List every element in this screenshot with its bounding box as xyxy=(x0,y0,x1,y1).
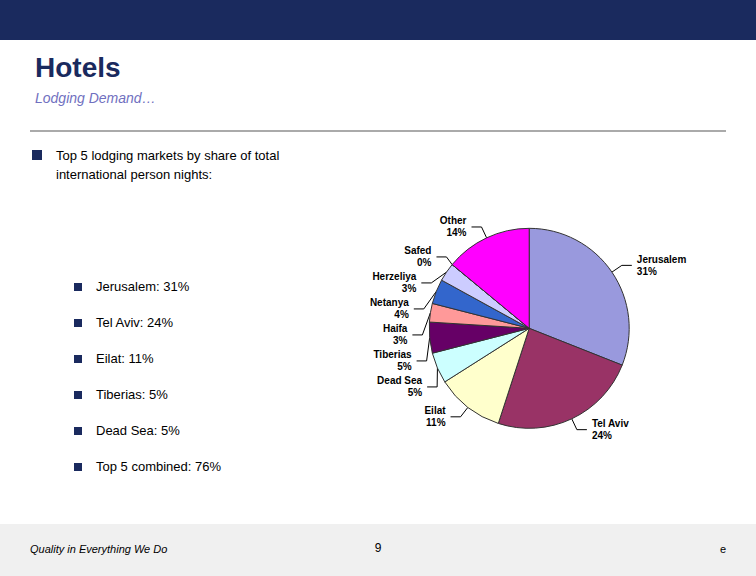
svg-text:Haifa: Haifa xyxy=(383,323,408,334)
svg-text:Tiberias: Tiberias xyxy=(373,349,412,360)
svg-text:Other: Other xyxy=(440,215,467,226)
svg-text:Herzeliya: Herzeliya xyxy=(372,271,416,282)
svg-text:Top 5 combined: 76%: Top 5 combined: 76% xyxy=(96,459,221,474)
svg-text:11%: 11% xyxy=(426,417,446,428)
svg-text:Tel Aviv: 24%: Tel Aviv: 24% xyxy=(96,315,174,330)
svg-text:Tiberias: 5%: Tiberias: 5% xyxy=(96,387,168,402)
svg-text:3%: 3% xyxy=(402,283,417,294)
svg-text:Lodging Demand…: Lodging Demand… xyxy=(35,90,156,106)
svg-text:Jerusalem: 31%: Jerusalem: 31% xyxy=(96,279,190,294)
svg-text:Safed: Safed xyxy=(404,245,431,256)
svg-text:Hotels: Hotels xyxy=(35,52,121,83)
svg-text:5%: 5% xyxy=(397,361,412,372)
svg-text:3%: 3% xyxy=(393,335,408,346)
svg-text:Netanya: Netanya xyxy=(370,297,409,308)
svg-text:Jerusalem: Jerusalem xyxy=(637,254,687,265)
svg-text:Top 5 lodging markets by share: Top 5 lodging markets by share of total xyxy=(56,148,283,163)
svg-text:Tel Aviv: Tel Aviv xyxy=(592,418,629,429)
svg-text:31%: 31% xyxy=(637,266,657,277)
svg-text:4%: 4% xyxy=(394,309,409,320)
svg-text:Eilat: Eilat xyxy=(424,405,446,416)
svg-text:e: e xyxy=(720,543,726,555)
svg-text:Dead Sea: 5%: Dead Sea: 5% xyxy=(96,423,180,438)
svg-text:5%: 5% xyxy=(408,387,423,398)
svg-text:0%: 0% xyxy=(417,257,432,268)
svg-text:9: 9 xyxy=(375,541,382,555)
svg-text:Quality in Everything We Do: Quality in Everything We Do xyxy=(30,543,167,555)
svg-text:Dead Sea: Dead Sea xyxy=(377,375,422,386)
svg-text:14%: 14% xyxy=(446,227,466,238)
svg-text:24%: 24% xyxy=(592,430,612,441)
svg-text:Eilat: 11%: Eilat: 11% xyxy=(96,351,154,366)
svg-text:international person nights:: international person nights: xyxy=(56,167,212,182)
